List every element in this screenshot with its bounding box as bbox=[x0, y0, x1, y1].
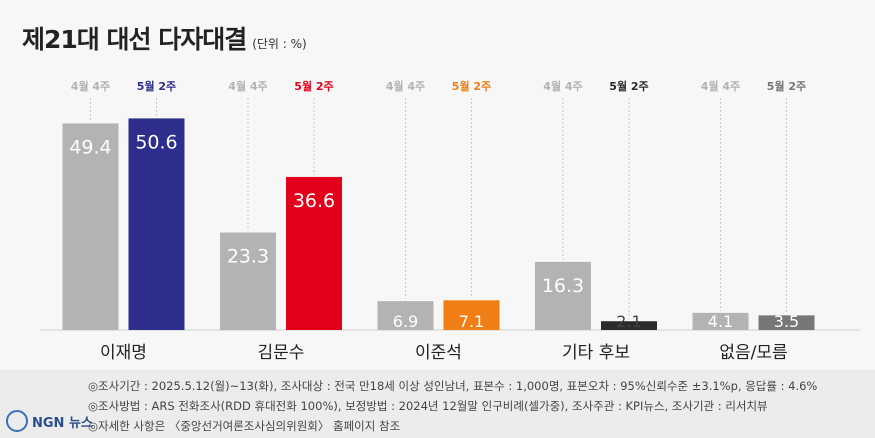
bar-current-4 bbox=[758, 315, 815, 330]
series-label: 5월 2주 bbox=[767, 79, 806, 93]
unit-label: (단위 : %) bbox=[252, 37, 307, 51]
series-label: 4월 4주 bbox=[71, 79, 110, 93]
value-label: 23.3 bbox=[227, 246, 269, 268]
footnote-reference: ◎자세한 사항은 〈중앙선거여론조사심의위원회〉 홈페이지 참조 bbox=[88, 419, 401, 433]
logo-text: NGN 뉴스 bbox=[32, 415, 93, 431]
series-label: 5월 2주 bbox=[452, 79, 491, 93]
bar-current-3 bbox=[601, 321, 657, 330]
value-label: 7.1 bbox=[459, 312, 484, 331]
chart-title: 제21대 대선 다자대결 bbox=[22, 25, 247, 54]
bar-previous-0 bbox=[62, 123, 119, 330]
value-label: 50.6 bbox=[135, 131, 177, 153]
series-label: 5월 2주 bbox=[294, 79, 333, 93]
value-label: 3.5 bbox=[774, 312, 799, 331]
category-label: 이준석 bbox=[415, 343, 462, 363]
footnote-method: ◎조사방법 : ARS 전화조사(RDD 휴대전화 100%), 보정방법 : … bbox=[88, 399, 768, 413]
bar-previous-3 bbox=[535, 261, 591, 330]
value-label: 6.9 bbox=[393, 312, 418, 331]
brand-logo: NGN 뉴스 bbox=[6, 410, 93, 432]
value-label: 16.3 bbox=[542, 275, 584, 297]
bar-current-0 bbox=[128, 118, 185, 331]
category-label: 김문수 bbox=[258, 343, 305, 363]
value-label: 2.1 bbox=[616, 312, 641, 331]
value-label: 36.6 bbox=[293, 190, 335, 212]
series-label: 4월 4주 bbox=[228, 79, 267, 93]
category-label: 없음/모름 bbox=[719, 343, 787, 363]
series-label: 4월 4주 bbox=[386, 79, 425, 93]
bar-previous-1 bbox=[220, 232, 276, 330]
value-label: 49.4 bbox=[69, 136, 111, 158]
bar-previous-4 bbox=[692, 312, 749, 330]
bar-current-2 bbox=[443, 300, 500, 330]
series-label: 5월 2주 bbox=[609, 79, 648, 93]
logo-icon bbox=[6, 410, 28, 432]
series-label: 4월 4주 bbox=[543, 79, 582, 93]
title-block: 제21대 대선 다자대결 (단위 : %) bbox=[22, 20, 307, 56]
footer-panel bbox=[0, 370, 875, 438]
value-label: 4.1 bbox=[708, 312, 733, 331]
footnote-period: ◎조사기간 : 2025.5.12(월)~13(화), 조사대상 : 전국 만1… bbox=[88, 379, 818, 393]
series-label: 5월 2주 bbox=[137, 79, 176, 93]
category-label: 기타 후보 bbox=[562, 343, 630, 363]
bar-current-1 bbox=[286, 176, 342, 330]
bar-previous-2 bbox=[377, 301, 434, 330]
category-label: 이재명 bbox=[100, 343, 147, 363]
series-label: 4월 4주 bbox=[701, 79, 740, 93]
